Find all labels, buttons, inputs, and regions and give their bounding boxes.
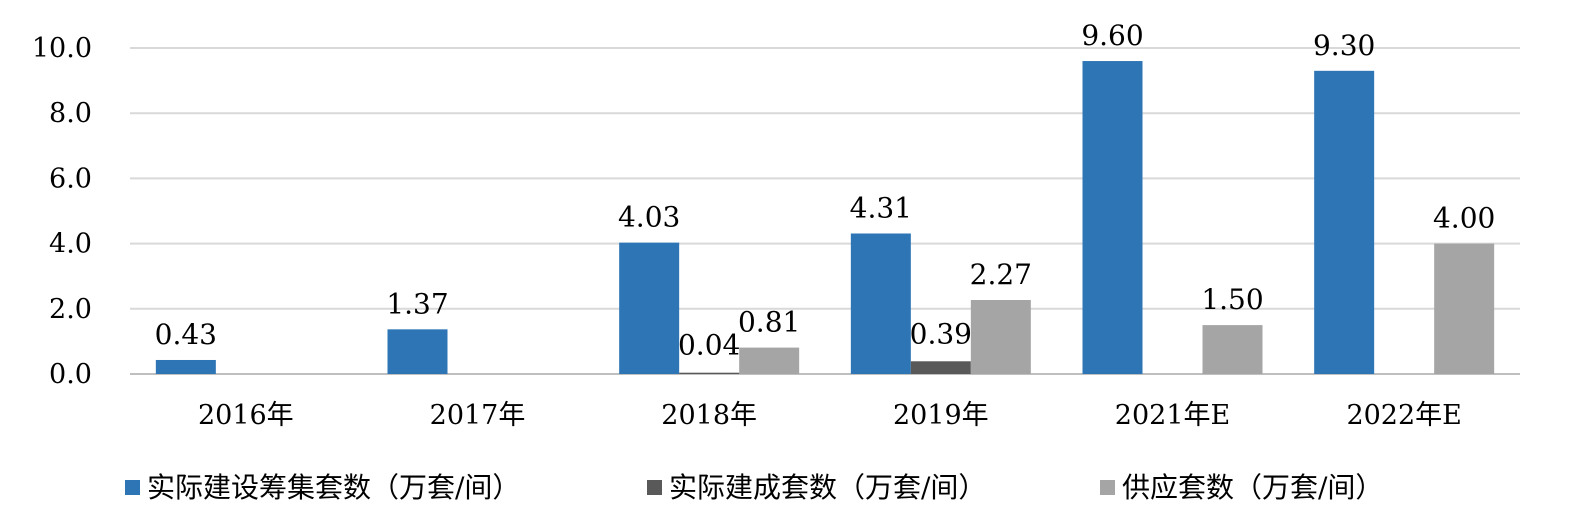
- gridlines: [130, 47, 1520, 375]
- x-category-label: 2016年: [198, 400, 294, 431]
- data-label: 9.30: [1313, 29, 1375, 62]
- bar-series-1: [155, 359, 216, 374]
- legend-label: 实际建设筹集套数（万套/间）: [147, 471, 520, 504]
- y-tick-label: 0.0: [49, 359, 92, 390]
- data-label: 4.31: [850, 191, 912, 224]
- data-label: 2.27: [970, 258, 1032, 291]
- data-label: 4.03: [618, 201, 680, 234]
- x-category-label: 2018年: [661, 400, 757, 431]
- x-category-label: 2019年: [893, 400, 989, 431]
- y-tick-label: 4.0: [49, 229, 92, 260]
- legend-label: 实际建成套数（万套/间）: [669, 471, 986, 504]
- data-label: 0.04: [678, 329, 740, 362]
- bar-series-1: [1314, 70, 1375, 374]
- legend-label: 供应套数（万套/间）: [1122, 471, 1383, 504]
- data-label: 0.39: [910, 317, 972, 350]
- y-axis-ticks: 0.0 2.0 4.0 6.0 8.0 10.0: [32, 33, 92, 390]
- bar-series-1: [619, 242, 680, 374]
- legend-swatch: [125, 480, 140, 495]
- bars: [155, 61, 1495, 374]
- x-axis-categories: 2016年 2017年 2018年 2019年 2021年E 2022年E: [198, 400, 1462, 431]
- bar-series-1: [1082, 61, 1143, 374]
- legend: 实际建设筹集套数（万套/间） 实际建成套数（万套/间） 供应套数（万套/间）: [125, 471, 1383, 504]
- data-label: 0.43: [155, 318, 217, 351]
- bar-series-3: [1202, 325, 1263, 374]
- legend-swatch: [647, 480, 662, 495]
- x-category-label: 2021年E: [1115, 400, 1230, 431]
- x-category-label: 2017年: [430, 400, 526, 431]
- y-tick-label: 10.0: [32, 33, 92, 64]
- data-label: 0.81: [738, 306, 800, 339]
- x-category-label: 2022年E: [1346, 400, 1461, 431]
- data-label: 1.50: [1201, 283, 1263, 316]
- y-tick-label: 6.0: [49, 163, 92, 194]
- bar-series-3: [739, 347, 800, 374]
- legend-swatch: [1100, 480, 1115, 495]
- data-labels: 0.43 1.37 4.03 0.040.81 4.31 0.39 2.27 9.60 1.50…: [155, 19, 1496, 362]
- data-label: 1.37: [386, 287, 448, 320]
- y-tick-label: 8.0: [49, 98, 92, 129]
- bar-series-2: [679, 372, 740, 374]
- bar-series-2: [910, 361, 971, 374]
- data-label: 9.60: [1081, 19, 1143, 52]
- bar-series-3: [1434, 243, 1495, 374]
- bar-series-1: [850, 233, 911, 374]
- bar-series-3: [970, 299, 1031, 374]
- y-tick-label: 2.0: [49, 294, 92, 325]
- data-label: 4.00: [1433, 202, 1495, 235]
- bar-series-1: [387, 329, 448, 374]
